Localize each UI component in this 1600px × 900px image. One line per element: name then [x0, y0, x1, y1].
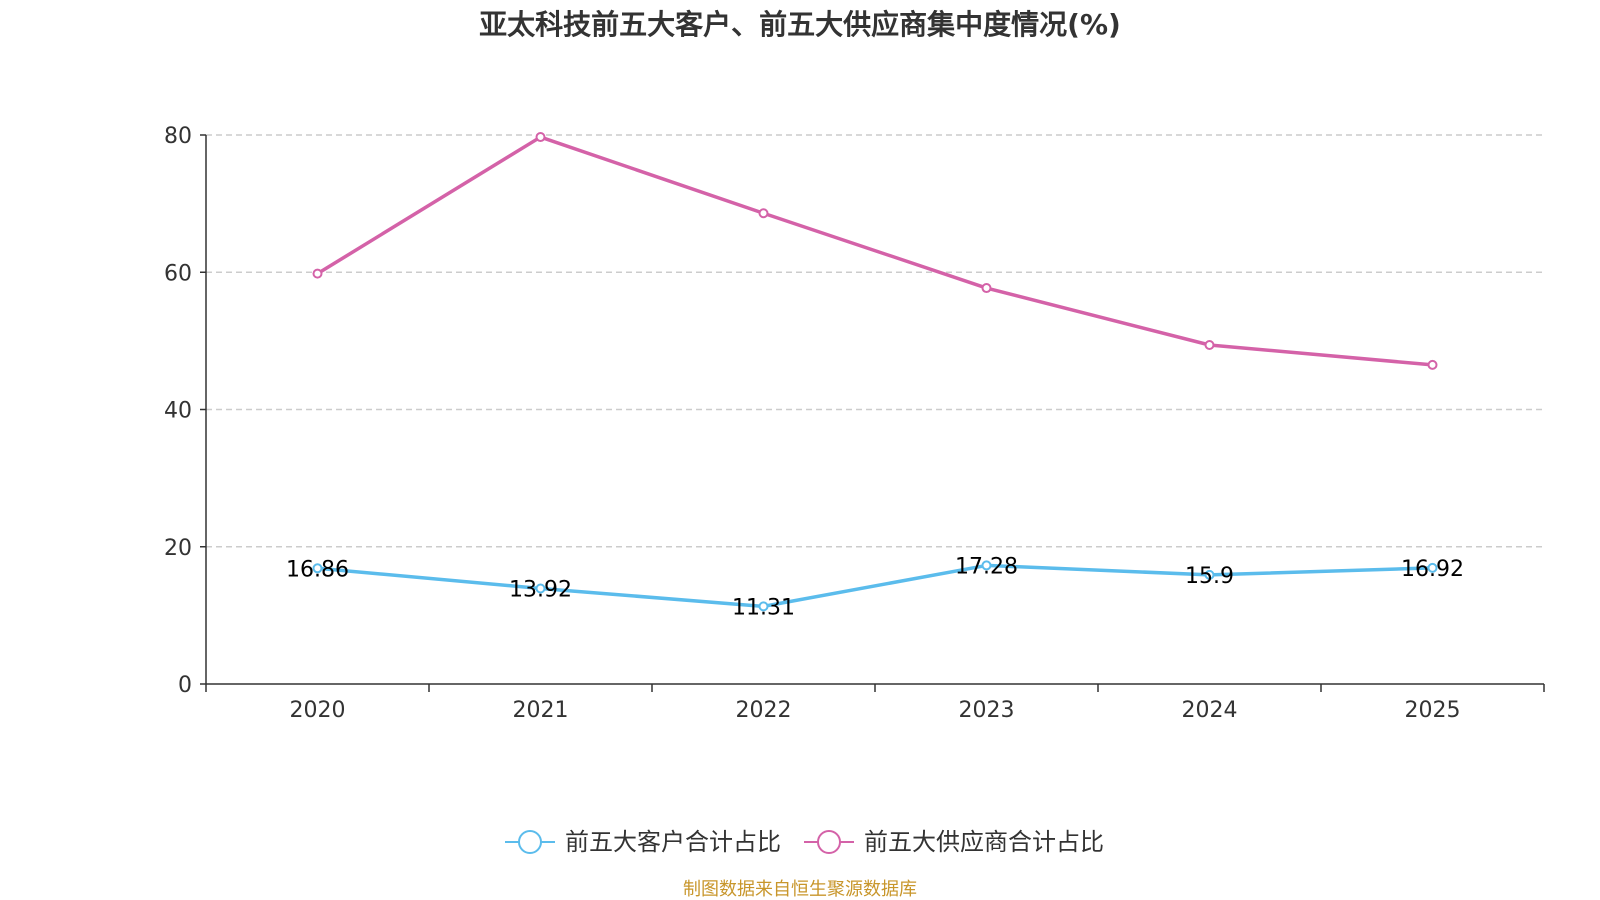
series-1-point-2024: [1204, 339, 1215, 350]
series-0-point-2023: [981, 560, 992, 571]
axes: [200, 134, 1545, 692]
data-label-0-2022: 11.31: [732, 595, 795, 620]
data-label-0-2023: 17.28: [955, 554, 1018, 579]
x-tick-label-2024: 2024: [1182, 698, 1238, 723]
data-label-0-2021: 13.92: [509, 577, 572, 602]
grid-lines: [206, 134, 1544, 548]
data-labels: 16.86 13.92 11.31 17.28 15.9 16.92: [286, 554, 1464, 620]
x-tick-label-2022: 2022: [736, 698, 792, 723]
x-tick-label-2023: 2023: [959, 698, 1015, 723]
data-label-0-2024: 15.9: [1185, 564, 1234, 589]
series-layer: [312, 132, 1438, 612]
x-tick-label-2020: 2020: [290, 698, 346, 723]
legend-item-suppliers[interactable]: 前五大供应商合计占比: [804, 828, 1104, 856]
series-0-point-2020: [312, 563, 323, 574]
series-1-point-2025: [1427, 359, 1438, 370]
y-tick-label-20: 20: [164, 536, 192, 561]
y-tick-labels: 0 20 40 60 80: [164, 124, 192, 698]
legend-label-suppliers: 前五大供应商合计占比: [864, 828, 1104, 856]
y-tick-label-0: 0: [178, 673, 192, 698]
series-1-point-2021: [535, 132, 546, 143]
chart-title: 亚太科技前五大客户、前五大供应商集中度情况(%): [479, 8, 1121, 41]
legend-marker-suppliers: [817, 830, 841, 854]
series-line-1: [316, 135, 1433, 367]
y-tick-label-40: 40: [164, 399, 192, 424]
legend-marker-customers: [518, 830, 542, 854]
y-tick-label-80: 80: [164, 124, 192, 149]
x-tick-label-2025: 2025: [1405, 698, 1461, 723]
data-label-0-2020: 16.86: [286, 557, 349, 582]
y-tick-label-60: 60: [164, 261, 192, 286]
series-1-point-2022: [758, 208, 769, 219]
series-0-point-2022: [758, 601, 769, 612]
x-tick-labels: 2020 2021 2022 2023 2024 2025: [290, 698, 1461, 723]
series-1-point-2023: [981, 283, 992, 294]
series-0-point-2021: [535, 583, 546, 594]
legend: 前五大客户合计占比 前五大供应商合计占比: [505, 828, 1104, 856]
source-note: 制图数据来自恒生聚源数据库: [683, 879, 917, 900]
series-0-point-2024: [1204, 569, 1215, 580]
data-label-0-2025: 16.92: [1401, 557, 1464, 582]
series-0-point-2025: [1427, 562, 1438, 573]
series-line-0: [317, 563, 1433, 609]
legend-label-customers: 前五大客户合计占比: [565, 828, 781, 856]
x-tick-label-2021: 2021: [513, 698, 569, 723]
series-1-point-2020: [312, 268, 323, 279]
legend-item-customers[interactable]: 前五大客户合计占比: [505, 828, 781, 856]
